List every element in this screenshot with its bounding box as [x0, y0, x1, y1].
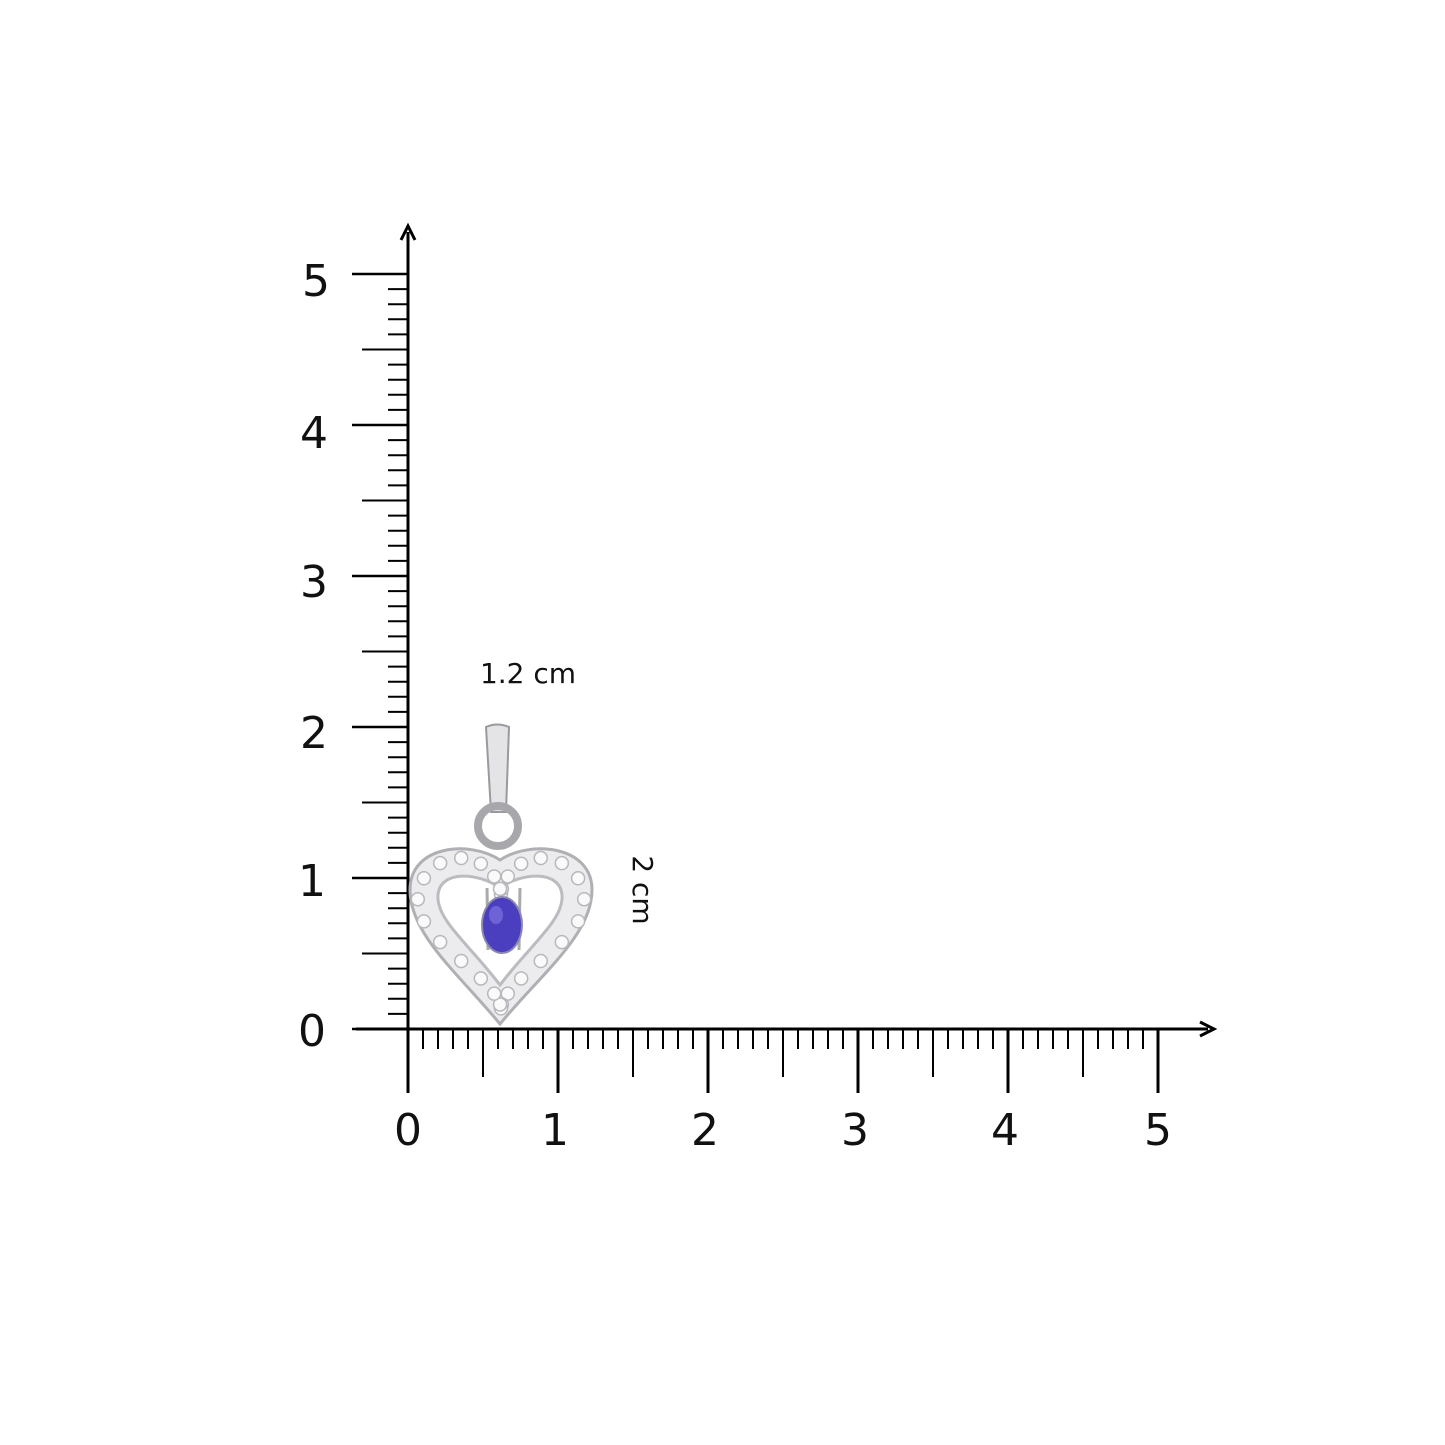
x-tick-labels: 0 1 2 3 4 5	[394, 1105, 1172, 1156]
pendant-bail	[484, 723, 511, 813]
x-tick-label: 2	[691, 1105, 719, 1156]
pave-stone	[500, 869, 516, 884]
pave-stone	[513, 971, 529, 986]
height-dimension-label: 2 cm	[626, 855, 659, 924]
pave-stone	[453, 850, 469, 866]
width-dimension-label: 1.2 cm	[480, 657, 576, 690]
x-tick-label: 3	[841, 1105, 869, 1156]
pave-stone	[533, 850, 549, 866]
y-tick-label: 1	[298, 856, 326, 907]
x-tick-label: 5	[1144, 1105, 1172, 1156]
pave-stone	[486, 869, 502, 884]
pave-stone	[533, 953, 549, 969]
y-tick-label: 5	[302, 256, 330, 307]
y-tick-label: 0	[298, 1006, 326, 1057]
pave-stone	[513, 856, 529, 871]
pave-stone	[486, 986, 502, 1001]
y-tick-label: 3	[300, 557, 328, 608]
pave-stone	[570, 914, 586, 929]
x-axis-arrow-icon	[1199, 1020, 1218, 1038]
x-tick-label: 0	[394, 1105, 422, 1156]
pave-stone	[492, 881, 508, 897]
pave-stone	[416, 871, 432, 886]
pendant-jump-ring	[474, 802, 522, 850]
y-tick-labels: 0 1 2 3 4 5	[298, 256, 330, 1057]
pave-stone	[453, 953, 469, 969]
pave-stone	[576, 891, 592, 907]
pave-stone	[416, 914, 432, 929]
heart-pendant-image	[408, 723, 594, 1027]
pave-stone	[554, 934, 570, 950]
pave-stone	[554, 855, 570, 871]
pave-stone	[473, 856, 489, 871]
y-axis-arrow-icon	[399, 222, 417, 241]
pave-stone	[432, 855, 448, 871]
pave-stones	[410, 850, 592, 1016]
x-tick-label: 1	[541, 1105, 569, 1156]
pave-stone	[492, 997, 508, 1012]
x-tick-label: 4	[991, 1105, 1019, 1156]
pave-stone	[432, 934, 448, 950]
tanzanite-stone	[481, 896, 523, 954]
y-tick-label: 2	[300, 708, 328, 759]
pave-stone	[473, 971, 489, 986]
ruler-ticks	[352, 272, 1160, 1093]
y-tick-label: 4	[300, 408, 328, 459]
pave-stone	[570, 871, 586, 886]
pave-stone	[410, 891, 426, 907]
